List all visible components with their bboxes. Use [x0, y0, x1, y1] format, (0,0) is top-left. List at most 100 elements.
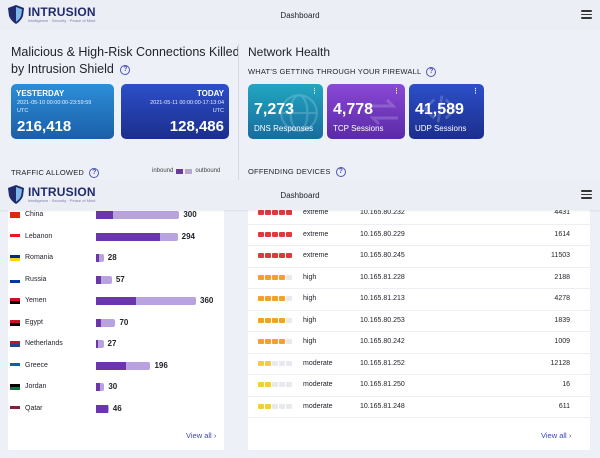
chevron-right-icon: › [568, 431, 572, 440]
device-row[interactable]: high 10.165.80.253 1839 [248, 311, 590, 332]
yesterday-card[interactable]: YESTERDAY 2021-05-10 00:00:00-23:59:59 U… [11, 84, 114, 139]
severity-label: extreme [303, 209, 329, 216]
inbound-bar [96, 404, 108, 413]
traffic-view-all-link[interactable]: View all › [186, 431, 216, 440]
today-card[interactable]: TODAY 2021-05-11 00:00:00-17:13:04 UTC 1… [121, 84, 229, 139]
device-row[interactable]: high 10.165.81.213 4278 [248, 289, 590, 311]
severity-dot [286, 403, 292, 409]
severity-dot [272, 296, 278, 301]
inbound-bar [96, 318, 101, 327]
legend-inbound-label: inbound [152, 168, 174, 174]
country-row[interactable]: Romania 28 [0, 247, 216, 269]
help-icon[interactable]: ? [426, 67, 437, 78]
device-ip: 10.165.80.242 [360, 338, 405, 345]
network-health-title: Network Health [248, 45, 331, 59]
inbound-bar [96, 211, 113, 219]
udp-label: UDP Sessions [415, 124, 467, 133]
country-value: 46 [112, 403, 122, 413]
tcp-sessions-tile[interactable]: ⋮ 4,778 TCP Sessions [327, 84, 405, 139]
help-icon[interactable]: ? [89, 168, 100, 179]
tcp-value: 4,778 [333, 101, 374, 118]
today-tz: UTC [212, 108, 224, 114]
severity-dot [258, 296, 264, 301]
device-ip: 10.165.81.213 [360, 295, 405, 302]
more-icon[interactable]: ⋮ [311, 88, 318, 95]
shield-logo-icon [8, 5, 24, 24]
severity-label: extreme [303, 252, 329, 259]
country-name: Egypt [25, 318, 43, 326]
dns-responses-tile[interactable]: ⋮ 7,273 DNS Responses [248, 84, 323, 139]
brand-tagline: Intelligence · Security · Peace of Mind [28, 18, 96, 23]
country-name: Jordan [25, 383, 47, 390]
country-row[interactable]: Greece 196 [0, 355, 216, 377]
country-row[interactable]: Netherlands 27 [0, 333, 216, 355]
device-count: 2188 [554, 273, 570, 281]
more-icon[interactable]: ⋮ [472, 88, 479, 95]
help-icon[interactable]: ? [335, 167, 346, 178]
traffic-legend: inbound outbound [152, 168, 220, 174]
severity-dot [272, 274, 278, 280]
severity-meter [258, 253, 293, 258]
devices-view-all-link[interactable]: View all › [541, 431, 571, 440]
device-row[interactable]: extreme 10.165.80.245 11503 [248, 246, 590, 268]
outbound-bar [96, 297, 196, 305]
country-value: 27 [107, 339, 117, 348]
help-icon[interactable]: ? [120, 64, 131, 75]
brand-logo[interactable]: INTRUSION Intelligence · Security · Peac… [8, 185, 96, 204]
country-row[interactable]: Egypt 70 [0, 312, 216, 334]
flag-icon [10, 212, 20, 218]
device-ip: 10.165.80.232 [360, 209, 405, 216]
country-row[interactable]: Russia 57 [0, 269, 216, 291]
country-name: Lebanon [25, 232, 53, 240]
shield-logo-icon [8, 185, 24, 204]
page-title: Dashboard [280, 191, 320, 200]
menu-icon[interactable] [581, 190, 592, 199]
inbound-bar [96, 254, 99, 262]
device-count: 12128 [550, 359, 570, 367]
device-row[interactable]: moderate 10.165.81.250 16 [248, 375, 590, 397]
device-row[interactable]: moderate 10.165.81.248 611 [248, 397, 590, 418]
device-ip: 10.165.81.252 [360, 359, 405, 367]
severity-label: moderate [303, 359, 333, 367]
killed-heading-line2: by Intrusion Shield [11, 62, 114, 76]
device-row[interactable]: extreme 10.165.80.229 1614 [248, 225, 590, 246]
column-divider [238, 44, 239, 184]
killed-heading: Malicious & High-Risk Connections Killed… [11, 44, 241, 78]
country-row[interactable]: Qatar 46 [0, 398, 216, 420]
brand-logo[interactable]: INTRUSION Intelligence · Security · Peac… [8, 5, 96, 24]
severity-dot [265, 339, 271, 344]
severity-meter [258, 274, 293, 280]
traffic-view-all-text: View all [186, 431, 212, 440]
severity-dot [272, 231, 278, 237]
severity-label: moderate [303, 381, 333, 388]
outbound-bar [96, 211, 180, 219]
country-value: 57 [115, 274, 125, 284]
country-row[interactable]: China 300 [0, 204, 216, 226]
outbound-bar [96, 254, 104, 262]
country-row[interactable]: Jordan 30 [0, 376, 216, 398]
menu-icon[interactable] [581, 10, 592, 19]
country-row[interactable]: Lebanon 294 [0, 226, 216, 248]
severity-dot [258, 231, 264, 237]
device-row[interactable]: moderate 10.165.81.252 12128 [248, 354, 590, 375]
severity-meter [258, 339, 293, 344]
device-row[interactable]: extreme 10.165.80.232 4431 [248, 203, 590, 225]
country-row[interactable]: Yemen 360 [0, 290, 216, 312]
country-value: 196 [154, 360, 168, 370]
severity-label: high [303, 273, 317, 281]
device-row[interactable]: high 10.165.80.242 1009 [248, 332, 590, 354]
country-name: Qatar [25, 404, 43, 412]
severity-dot [265, 382, 271, 387]
device-count: 1839 [554, 316, 570, 324]
device-row[interactable]: high 10.165.81.228 2188 [248, 268, 590, 289]
severity-label: extreme [303, 230, 329, 238]
severity-dot [258, 253, 264, 258]
more-icon[interactable]: ⋮ [393, 88, 400, 95]
country-name: Romania [25, 254, 54, 261]
country-value: 28 [107, 253, 117, 262]
severity-dot [258, 339, 264, 344]
brand-tagline: Intelligence · Security · Peace of Mind [28, 198, 96, 203]
killed-heading-line1: Malicious & High-Risk Connections Killed [11, 45, 240, 59]
code-icon [422, 95, 458, 123]
udp-sessions-tile[interactable]: ⋮ 41,589 UDP Sessions [409, 84, 484, 139]
